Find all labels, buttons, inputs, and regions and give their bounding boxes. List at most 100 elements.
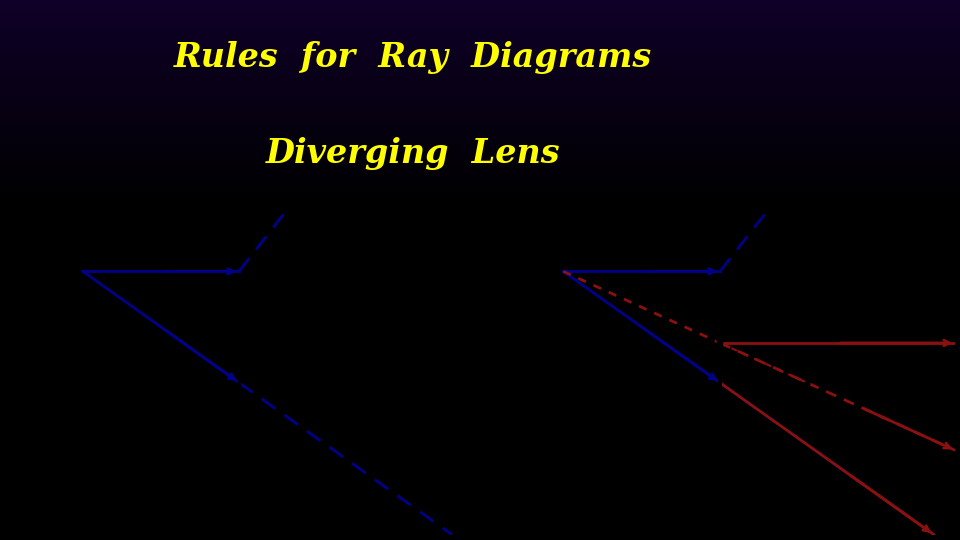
Bar — [0, 156, 960, 158]
Bar — [0, 72, 960, 74]
Text: F: F — [628, 407, 637, 421]
Bar — [0, 53, 960, 56]
Bar — [0, 172, 960, 174]
Bar — [0, 158, 960, 160]
Bar — [0, 103, 960, 105]
Bar — [0, 119, 960, 121]
Bar — [0, 123, 960, 125]
Bar — [0, 105, 960, 107]
Bar — [0, 125, 960, 127]
Bar — [0, 185, 960, 187]
Bar — [0, 187, 960, 189]
Bar — [0, 141, 960, 144]
Text: 2F: 2F — [56, 407, 75, 421]
Bar — [0, 138, 960, 139]
Bar — [0, 146, 960, 148]
Bar — [0, 197, 960, 199]
Bar — [0, 2, 960, 4]
Bar — [0, 152, 960, 154]
Bar — [0, 191, 960, 193]
Bar — [0, 144, 960, 146]
Bar — [0, 98, 960, 100]
Bar — [0, 129, 960, 131]
Bar — [0, 82, 960, 84]
Bar — [0, 84, 960, 86]
Bar — [0, 16, 960, 18]
Bar — [0, 174, 960, 177]
Bar — [0, 139, 960, 141]
Bar — [0, 195, 960, 197]
Bar — [0, 100, 960, 103]
Bar — [0, 39, 960, 41]
Bar — [0, 154, 960, 156]
Bar — [0, 131, 960, 133]
Bar — [0, 47, 960, 49]
Text: F: F — [147, 407, 157, 421]
Text: Rules  for  Ray  Diagrams: Rules for Ray Diagrams — [174, 41, 652, 74]
Text: F: F — [321, 407, 331, 421]
Bar — [0, 76, 960, 78]
Bar — [0, 25, 960, 26]
Bar — [0, 177, 960, 179]
Bar — [0, 6, 960, 8]
Bar — [0, 193, 960, 195]
Bar — [0, 74, 960, 76]
Bar — [0, 8, 960, 10]
Bar — [0, 35, 960, 37]
Bar — [0, 150, 960, 152]
Bar — [0, 189, 960, 191]
Bar — [0, 111, 960, 113]
Bar — [0, 10, 960, 12]
Bar — [0, 66, 960, 68]
Bar — [0, 29, 960, 31]
Bar — [0, 164, 960, 166]
Bar — [0, 90, 960, 92]
Bar — [0, 64, 960, 66]
Bar — [0, 127, 960, 129]
Bar — [0, 43, 960, 45]
Bar — [0, 23, 960, 25]
Bar — [0, 41, 960, 43]
Bar — [0, 45, 960, 47]
Bar — [0, 148, 960, 150]
Text: Diverging  Lens: Diverging Lens — [266, 137, 560, 171]
Bar — [0, 4, 960, 6]
Bar — [0, 170, 960, 172]
Bar — [0, 117, 960, 119]
Text: 2F: 2F — [884, 407, 904, 421]
Bar — [0, 136, 960, 138]
Bar — [0, 57, 960, 59]
Bar — [0, 199, 960, 201]
Text: F: F — [803, 407, 812, 421]
Bar — [0, 107, 960, 109]
Bar — [0, 201, 960, 203]
Bar — [0, 37, 960, 39]
Bar — [0, 26, 960, 29]
Bar — [0, 80, 960, 82]
Bar — [0, 21, 960, 23]
Bar — [0, 168, 960, 170]
Bar — [0, 180, 960, 183]
Bar — [0, 49, 960, 51]
Bar — [0, 59, 960, 62]
Bar — [0, 179, 960, 180]
Bar — [0, 121, 960, 123]
Bar — [0, 97, 960, 98]
Bar — [0, 166, 960, 168]
Bar — [0, 56, 960, 57]
Bar — [0, 0, 960, 2]
Bar — [0, 68, 960, 70]
Bar — [0, 115, 960, 117]
Bar — [0, 92, 960, 94]
Bar — [0, 62, 960, 64]
Bar — [0, 86, 960, 88]
Bar — [0, 88, 960, 90]
Bar — [0, 78, 960, 80]
Bar — [0, 18, 960, 21]
Bar — [0, 15, 960, 16]
Text: 2F: 2F — [536, 407, 556, 421]
Bar — [0, 109, 960, 111]
Bar — [0, 203, 960, 205]
Bar — [0, 12, 960, 15]
Bar — [0, 70, 960, 72]
